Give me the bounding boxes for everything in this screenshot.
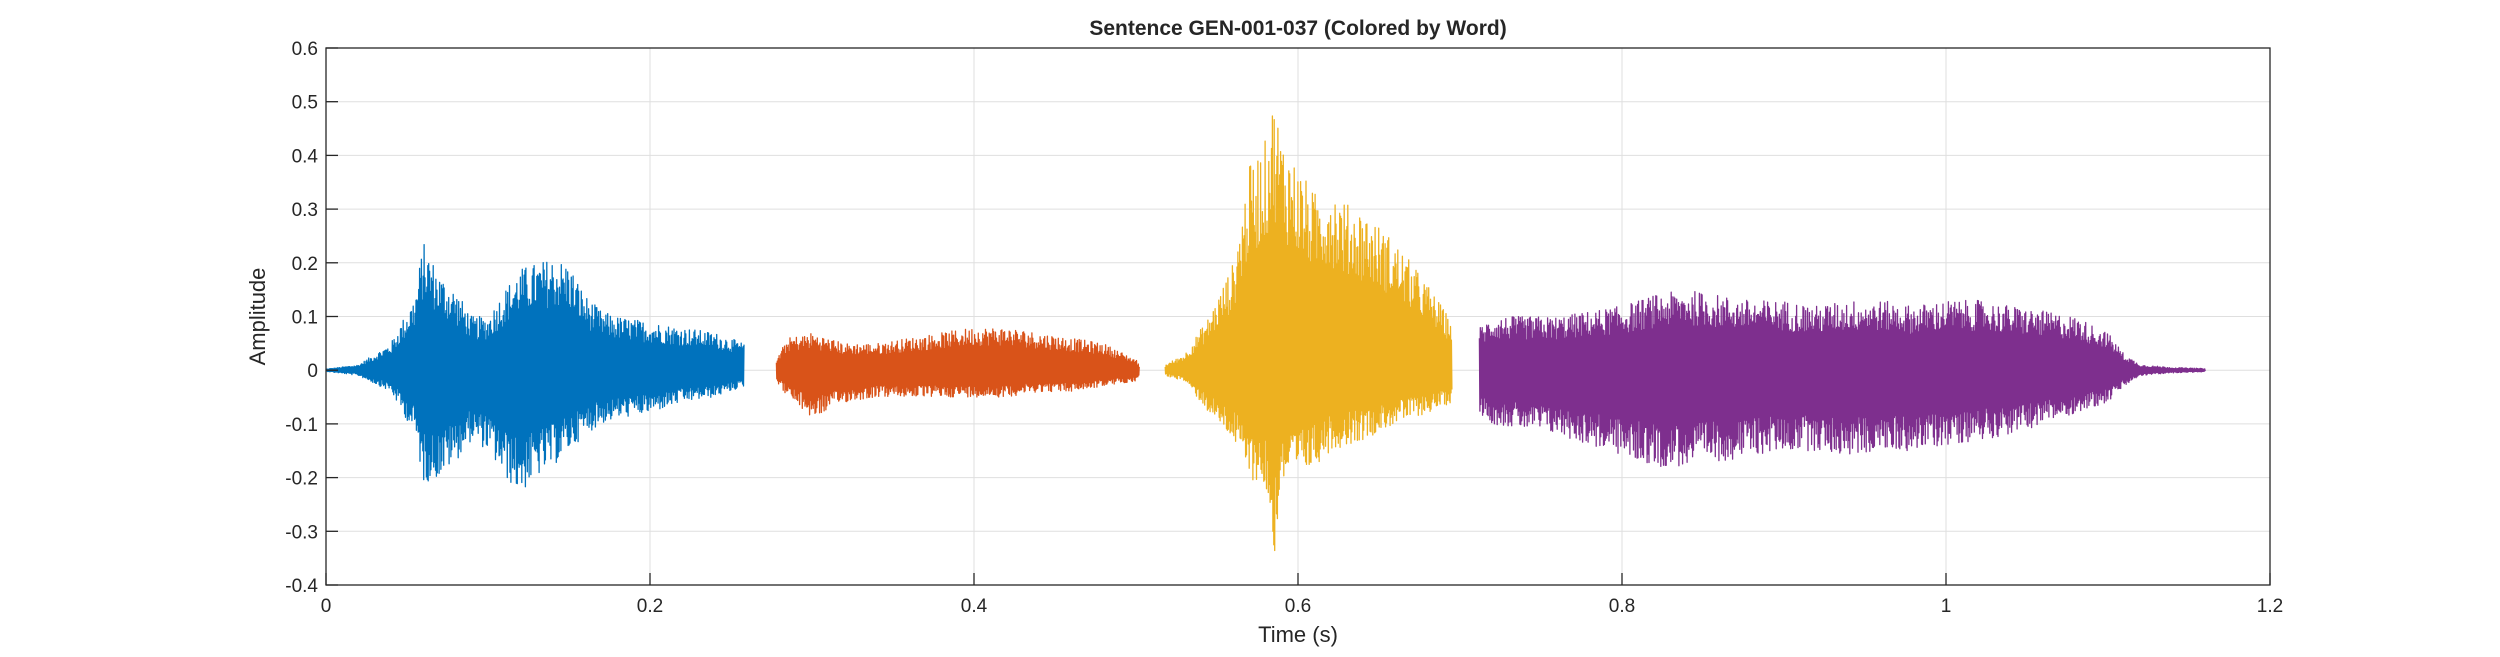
y-tick-label-4: 0	[307, 361, 318, 382]
y-tick-label-2: -0.2	[285, 469, 318, 490]
x-tick-label-0: 0	[321, 596, 332, 617]
x-axis-label: Time (s)	[1258, 622, 1338, 647]
waveform-series	[325, 115, 2206, 552]
y-tick-label-1: -0.3	[285, 522, 318, 543]
y-tick-label-6: 0.2	[292, 254, 318, 275]
y-tick-label-3: -0.1	[285, 415, 318, 436]
waveform-segment-4	[1478, 291, 2206, 468]
waveform-segment-2	[775, 328, 1140, 416]
waveform-segment-3	[1164, 115, 1453, 552]
x-tick-label-2: 0.4	[961, 596, 988, 617]
y-axis-label: Amplitude	[245, 268, 270, 366]
y-tick-label-7: 0.3	[292, 200, 318, 221]
y-tick-label-0: -0.4	[285, 576, 318, 597]
x-tick-label-4: 0.8	[1609, 596, 1635, 617]
y-tick-label-8: 0.4	[292, 146, 319, 167]
x-tick-label-1: 0.2	[637, 596, 663, 617]
x-tick-label-3: 0.6	[1285, 596, 1311, 617]
y-tick-label-9: 0.5	[292, 93, 318, 114]
y-tick-label-10: 0.6	[292, 39, 318, 60]
x-tick-label-6: 1.2	[2257, 596, 2283, 617]
x-tick-label-5: 1	[1941, 596, 1952, 617]
chart-title: Sentence GEN-001-037 (Colored by Word)	[1089, 17, 1506, 40]
y-tick-label-5: 0.1	[292, 308, 318, 329]
waveform-segment-1	[325, 243, 745, 488]
axis-ticks: 0 0.2 0.4 0.6 0.8 1 1.2 -0.4 -0.3 -0.2 -0.1 0 0.1 0.2…	[285, 39, 2283, 617]
